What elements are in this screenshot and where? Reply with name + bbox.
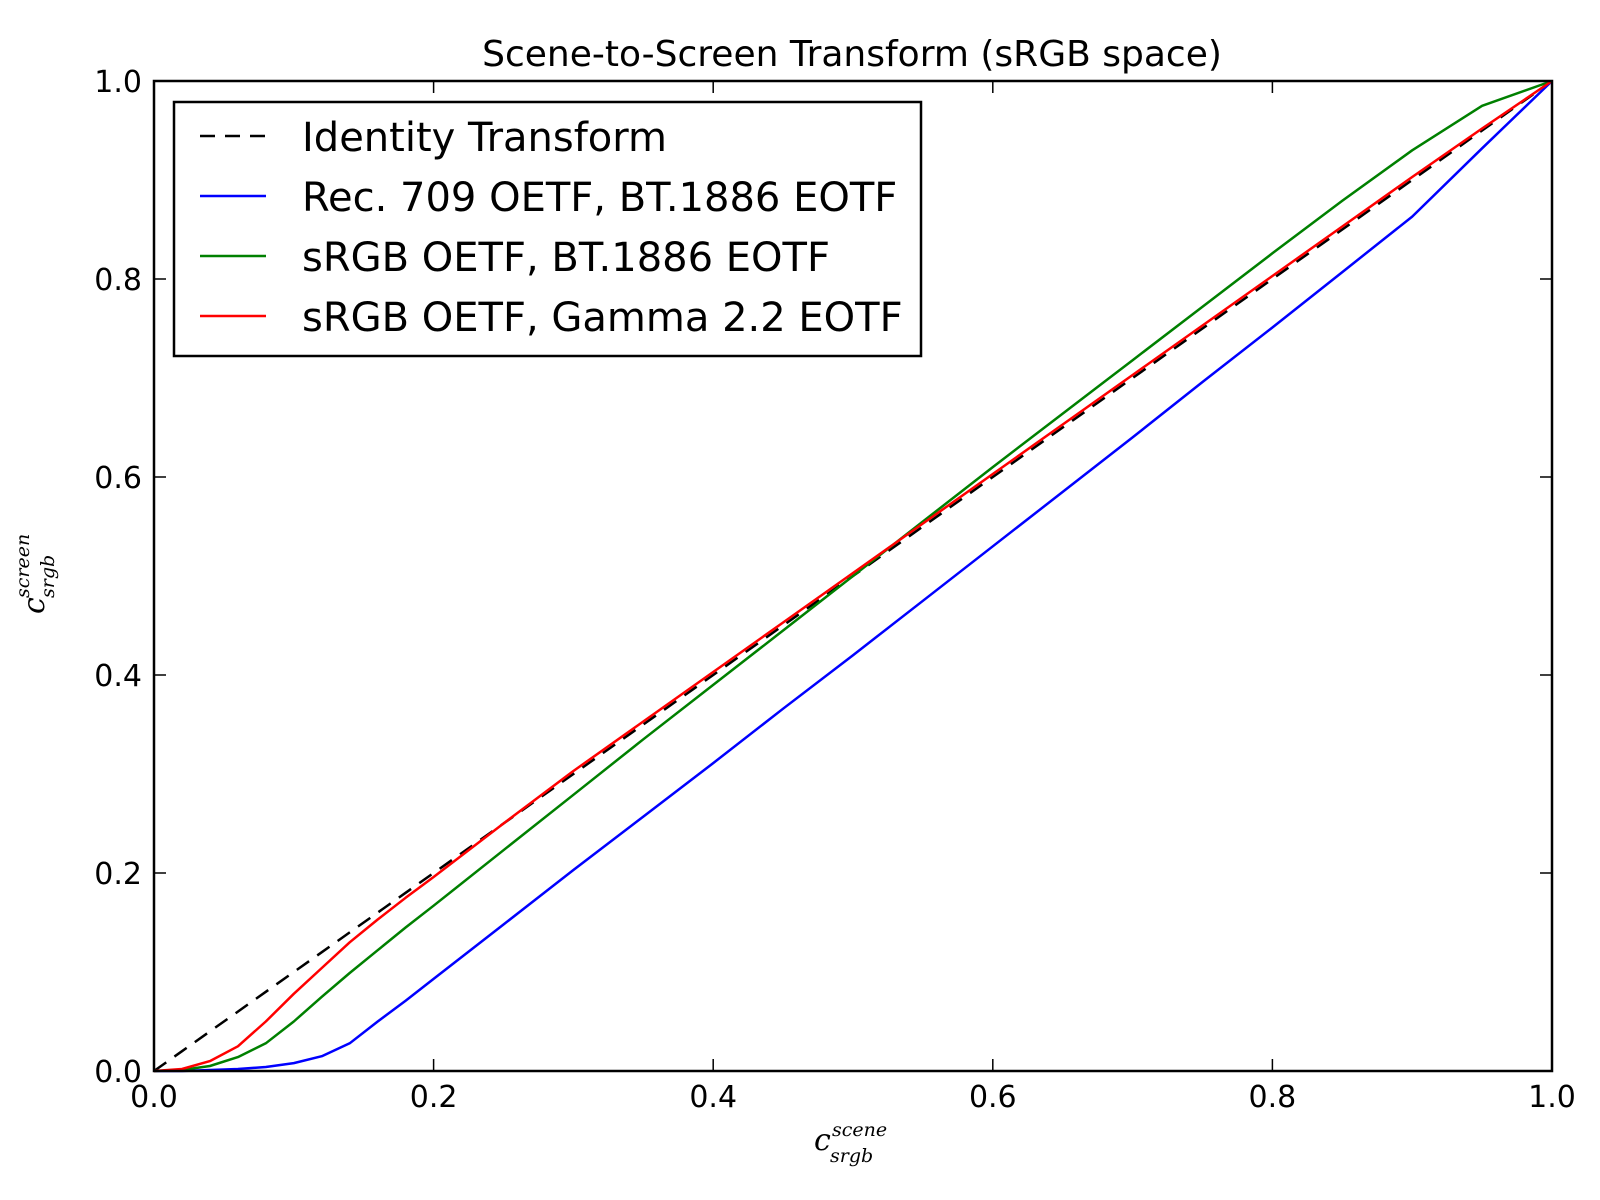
- series-line-3: [153, 79, 1553, 1073]
- x-tick-label: 0.0: [130, 1080, 178, 1115]
- y-axis-label: c screen srgb: [12, 534, 59, 614]
- x-axis-label: c scene srgb: [814, 1119, 887, 1167]
- x-axis-label-base: c: [814, 1123, 831, 1158]
- y-tick-label: 0.6: [94, 461, 142, 496]
- legend-label-2: sRGB OETF, BT.1886 EOTF: [302, 235, 830, 281]
- x-tick-label: 0.2: [410, 1080, 458, 1115]
- chart-title: Scene-to-Screen Transform (sRGB space): [482, 34, 1222, 75]
- y-axis-label-subscript: srgb: [37, 555, 59, 598]
- legend: Identity Transform Rec. 709 OETF, BT.1886…: [172, 100, 923, 358]
- plot-frame: [152, 79, 1554, 1073]
- y-axis-label-superscript: screen: [12, 534, 34, 598]
- legend-label-1: Rec. 709 OETF, BT.1886 EOTF: [302, 175, 897, 221]
- y-tick-label: 0.4: [94, 659, 142, 694]
- y-tick-label: 0.0: [94, 1055, 142, 1090]
- y-tick-label: 0.2: [94, 857, 142, 892]
- series-layer: [153, 79, 1553, 1073]
- tick-layer: 0.0 0.2 0.4 0.6 0.8 1.0 0.0 0.2 0.4 0.6 0.8 1.0: [94, 65, 1576, 1115]
- x-tick-label: 0.6: [969, 1080, 1017, 1115]
- y-axis-label-base: c: [17, 597, 52, 614]
- x-tick-label: 1.0: [1528, 1080, 1576, 1115]
- y-tick-label: 0.8: [94, 263, 142, 298]
- legend-label-0: Identity Transform: [302, 115, 667, 161]
- series-line-1: [154, 80, 1553, 1073]
- legend-box: [172, 100, 923, 358]
- x-axis-label-superscript: scene: [832, 1119, 887, 1141]
- series-line-2: [153, 79, 1553, 1073]
- legend-label-3: sRGB OETF, Gamma 2.2 EOTF: [302, 295, 903, 341]
- y-tick-label: 1.0: [94, 65, 142, 100]
- x-axis-label-subscript: srgb: [830, 1145, 873, 1167]
- x-tick-label: 0.4: [689, 1080, 737, 1115]
- x-tick-label: 0.8: [1249, 1080, 1297, 1115]
